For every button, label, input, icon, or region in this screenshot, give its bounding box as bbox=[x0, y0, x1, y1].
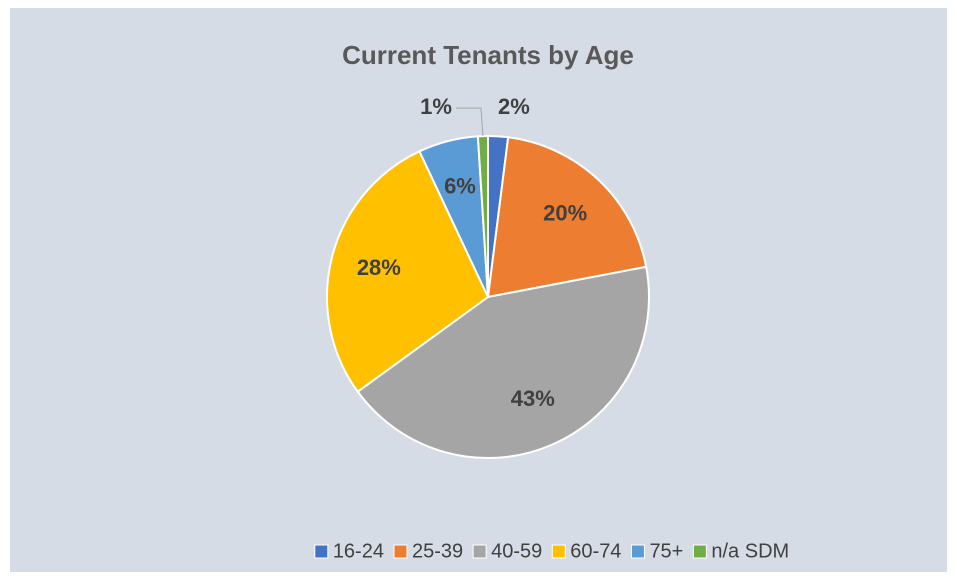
legend-swatch bbox=[551, 544, 566, 559]
legend-label: 25-39 bbox=[412, 540, 463, 562]
pie-slice bbox=[476, 134, 489, 298]
pie-slice bbox=[326, 149, 490, 394]
data-label: 2% bbox=[498, 94, 530, 119]
legend-label: 75+ bbox=[649, 540, 683, 562]
data-label: 43% bbox=[511, 386, 555, 411]
data-label: 28% bbox=[357, 255, 401, 280]
legend-swatch bbox=[314, 544, 329, 559]
leader-line bbox=[456, 107, 484, 137]
data-label: 1% bbox=[420, 94, 452, 119]
pie-slice bbox=[486, 136, 648, 299]
legend-swatch bbox=[630, 544, 645, 559]
legend-label: 16-24 bbox=[333, 540, 384, 562]
legend-swatch bbox=[692, 544, 707, 559]
legend-label: n/a SDM bbox=[711, 540, 789, 562]
data-label: 20% bbox=[543, 201, 587, 226]
legend-swatch bbox=[472, 544, 487, 559]
legend-label: 60-74 bbox=[570, 540, 621, 562]
pie-slice bbox=[356, 265, 650, 459]
data-label: 6% bbox=[444, 174, 476, 199]
chart-title: Current Tenants by Age bbox=[342, 40, 634, 70]
legend-label: 40-59 bbox=[491, 540, 542, 562]
legend-swatch bbox=[393, 544, 408, 559]
